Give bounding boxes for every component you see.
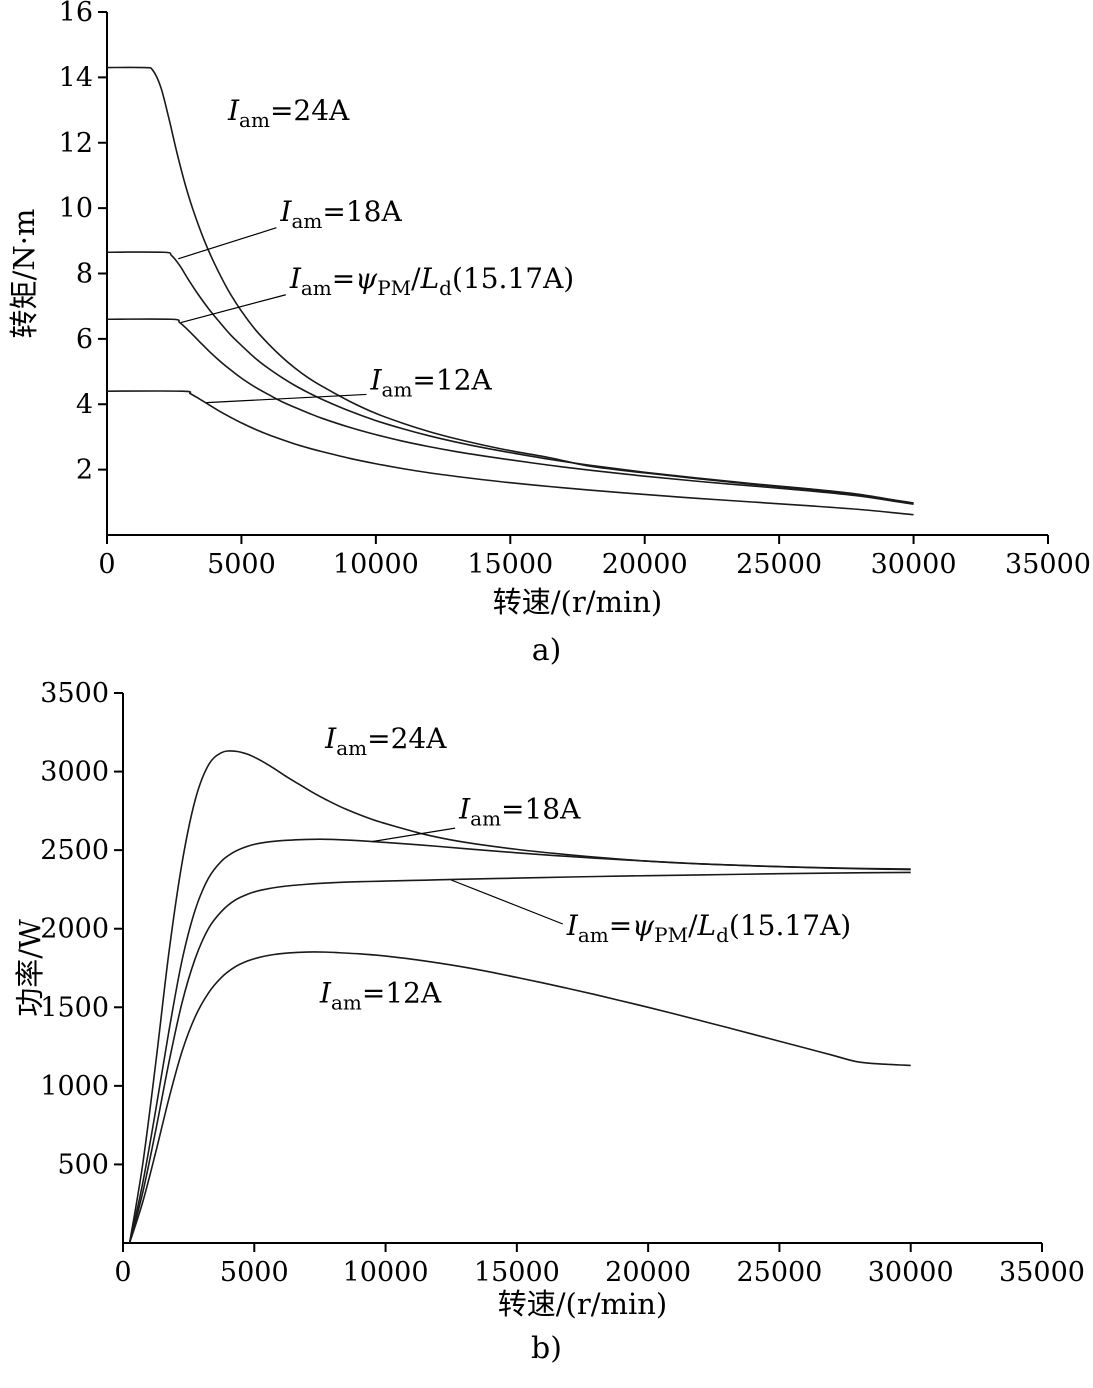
annotation-Iam-24A: Iam=24A (227, 94, 350, 132)
series-Iam-18A (106, 251, 914, 505)
subfigure-caption-b: b) (531, 1331, 562, 1366)
leader-line (178, 227, 277, 260)
x-axis-title: 转速/(r/min) (498, 1287, 667, 1321)
series-group (128, 750, 911, 1244)
x-axis-title: 转速/(r/min) (493, 585, 662, 619)
series-Iam-12A (106, 390, 914, 516)
x-tick-label: 20000 (605, 1257, 691, 1288)
x-tick-label: 10000 (333, 549, 419, 580)
y-tick-label: 6 (76, 324, 93, 355)
series-Iam-PM-Ld-15-17A (106, 318, 914, 506)
x-tick-label: 20000 (602, 549, 688, 580)
x-tick-label: 25000 (736, 549, 822, 580)
annotation-label: Iam=18A (458, 793, 581, 831)
subfigure-caption-a: a) (531, 633, 562, 668)
annotation-group: Iam=24A Iam=18A Iam=ψPM/Ld(15.17A) Iam=12A (178, 94, 574, 404)
annotation-label: Iam=12A (319, 977, 442, 1015)
torque-chart-figure: 0 5000 10000 15000 20000 25000 30000 35000 2 4 6 8 1… (0, 0, 1093, 678)
y-tick-label: 500 (57, 1149, 109, 1180)
x-tick-label: 30000 (868, 1257, 954, 1288)
x-tick-label: 0 (98, 549, 115, 580)
power-speed-chart: 0 5000 10000 15000 20000 25000 30000 35000 500 10… (13, 678, 1085, 1321)
series-Iam-24A (106, 66, 914, 504)
annotation-Iam-PM-Ld-15-17A: Iam=ψPM/Ld(15.17A) (450, 879, 851, 947)
axes (122, 693, 1042, 1244)
x-tick-label: 35000 (999, 1257, 1085, 1288)
y-tick-label: 14 (59, 62, 93, 93)
axes (106, 12, 1048, 536)
x-tick-label: 30000 (871, 549, 957, 580)
y-tick-group: 2 4 6 8 10 12 14 16 (59, 0, 107, 486)
x-tick-label: 35000 (1005, 549, 1091, 580)
y-axis-title: 功率/W (13, 919, 47, 1017)
x-tick-group: 0 5000 10000 15000 20000 25000 30000 35000 (98, 535, 1091, 580)
y-tick-label: 10 (59, 193, 93, 224)
leader-line (180, 294, 286, 324)
x-tick-label: 10000 (343, 1257, 429, 1288)
y-tick-label: 1000 (40, 1071, 109, 1102)
y-tick-label: 3000 (40, 757, 109, 788)
y-tick-label: 8 (76, 259, 93, 290)
series-Iam-PM-Ld-15-17A (128, 871, 911, 1244)
annotation-label: Iam=ψPM/Ld(15.17A) (566, 909, 851, 947)
leader-line (372, 827, 456, 843)
annotation-label: Iam=24A (227, 94, 350, 132)
annotation-label: Iam=12A (369, 364, 492, 402)
x-tick-label: 5000 (207, 549, 276, 580)
y-tick-label: 2000 (40, 914, 109, 945)
y-tick-group: 500 1000 1500 2000 2500 3000 3500 (40, 678, 123, 1180)
series-group (106, 66, 914, 516)
annotation-label: Iam=24A (324, 722, 447, 760)
power-chart-figure: 0 5000 10000 15000 20000 25000 30000 35000 500 10… (0, 678, 1093, 1376)
y-axis-title: 转矩/N·m (7, 209, 41, 339)
y-tick-label: 3500 (40, 678, 109, 709)
annotation-label: Iam=18A (279, 195, 402, 233)
x-tick-label: 15000 (467, 549, 553, 580)
y-tick-label: 2500 (40, 835, 109, 866)
series-Iam-12A (128, 951, 911, 1244)
leader-line (450, 879, 564, 925)
y-tick-label: 2 (76, 455, 93, 486)
annotation-Iam-18A: Iam=18A (178, 195, 402, 260)
annotation-Iam-PM-Ld-15-17A: Iam=ψPM/Ld(15.17A) (180, 262, 574, 324)
annotation-Iam-24A: Iam=24A (324, 722, 447, 760)
leader-line (206, 393, 367, 404)
annotation-Iam-12A: Iam=12A (206, 364, 493, 404)
y-tick-label: 4 (76, 389, 93, 420)
series-Iam-18A (128, 838, 911, 1244)
x-tick-group: 0 5000 10000 15000 20000 25000 30000 35000 (114, 1243, 1085, 1288)
annotation-group: Iam=24A Iam=18A Iam=ψPM/Ld(15.17A) Iam=12A (319, 722, 851, 1015)
torque-speed-chart: 0 5000 10000 15000 20000 25000 30000 35000 2 4 6 8 1… (7, 0, 1091, 619)
annotation-label: Iam=ψPM/Ld(15.17A) (289, 262, 574, 300)
x-tick-label: 0 (114, 1257, 131, 1288)
y-tick-label: 16 (59, 0, 93, 28)
annotation-Iam-12A: Iam=12A (319, 977, 442, 1015)
y-tick-label: 1500 (40, 992, 109, 1023)
x-tick-label: 5000 (220, 1257, 289, 1288)
y-tick-label: 12 (59, 128, 93, 159)
x-tick-label: 15000 (474, 1257, 560, 1288)
x-tick-label: 25000 (736, 1257, 822, 1288)
annotation-Iam-18A: Iam=18A (372, 793, 581, 843)
